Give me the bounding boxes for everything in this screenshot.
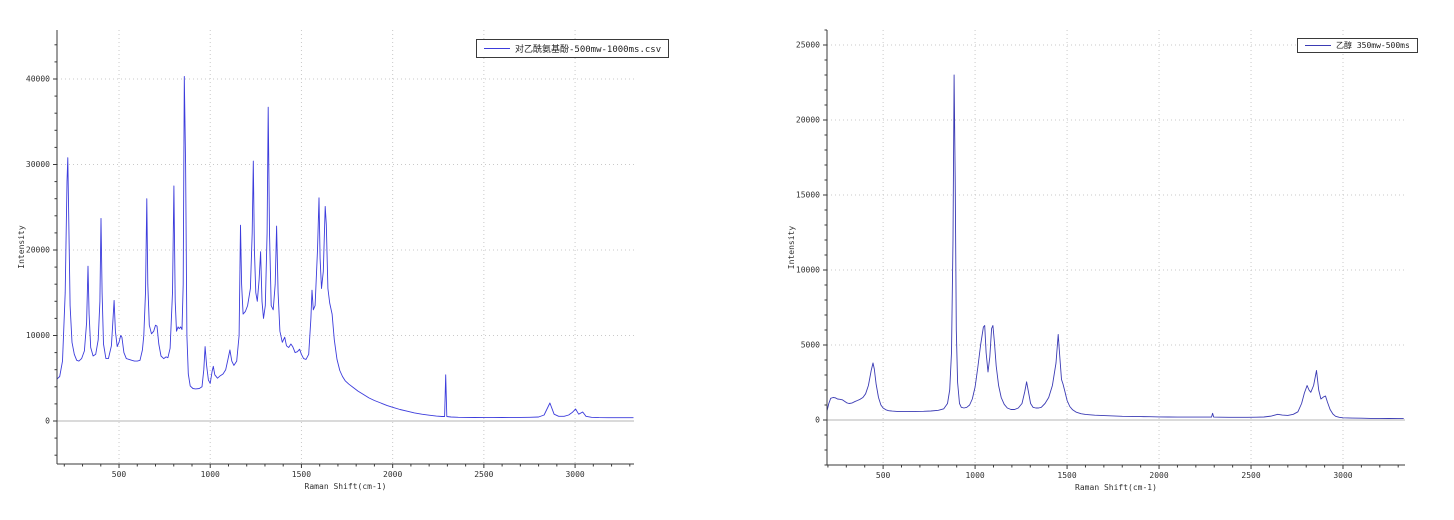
legend-label: 对乙酰氨基酚-500mw-1000ms.csv [515, 45, 662, 55]
x-tick-label: 2000 [1149, 471, 1168, 480]
y-tick-label: 0 [45, 416, 50, 425]
left-raman-chart: 500 1000 1500 2000 2500 3000 0 10000 20000 30000 4… [17, 30, 634, 491]
y-tick-label: 15000 [796, 191, 820, 200]
x-tick-label: 2500 [1241, 471, 1260, 480]
y-tick-label: 20000 [26, 245, 50, 254]
y-tick-label: 5000 [801, 341, 820, 350]
legend-label: 乙醇 350mw-500ms [1336, 41, 1410, 50]
axes [53, 30, 634, 468]
x-tick-label: 2000 [383, 470, 402, 479]
x-axis-title: Raman Shift(cm-1) [1075, 483, 1157, 492]
x-tick-label: 1500 [1057, 471, 1076, 480]
y-axis-title: Intensity [17, 225, 26, 269]
right-plot-canvas: 500 1000 1500 2000 2500 3000 0 5000 10000 15000 20… [787, 29, 1405, 493]
y-tick-label: 10000 [796, 266, 820, 275]
left-spectrum-line [56, 75, 634, 419]
x-tick-label: 500 [112, 470, 127, 479]
legend-left: 对乙酰氨基酚-500mw-1000ms.csv [476, 39, 670, 58]
y-tick-label: 10000 [26, 331, 50, 340]
y-axis-title: Intensity [787, 226, 796, 270]
x-axis-title: Raman Shift(cm-1) [305, 482, 387, 491]
axes [823, 29, 1405, 469]
tick-labels: 500 1000 1500 2000 2500 300001000020000300004… [17, 74, 585, 491]
tick-labels: 500 1000 1500 2000 2500 3000 0 5000 10000 15000 20… [787, 41, 1353, 493]
legend-right: 乙醇 350mw-500ms [1297, 38, 1418, 53]
x-tick-label: 1500 [292, 470, 311, 479]
y-tick-label: 30000 [26, 160, 50, 169]
y-tick-label: 40000 [26, 74, 50, 83]
left-plot-canvas: 500 1000 1500 2000 2500 300001000020000300004… [17, 30, 634, 491]
y-tick-label: 25000 [796, 41, 820, 50]
y-tick-label: 0 [815, 416, 820, 425]
x-tick-label: 3000 [1333, 471, 1352, 480]
x-tick-label: 3000 [565, 470, 584, 479]
y-tick-label: 20000 [796, 116, 820, 125]
x-tick-label: 1000 [965, 471, 984, 480]
x-tick-label: 500 [876, 471, 891, 480]
gridlines [827, 30, 1405, 465]
right-spectrum-line [826, 74, 1404, 420]
legend-line-sample [1305, 45, 1331, 46]
right-raman-chart: 500 1000 1500 2000 2500 3000 0 5000 10000 15000 20… [727, 0, 1454, 520]
gridlines [57, 30, 634, 464]
legend-line-sample [484, 48, 510, 49]
x-tick-label: 2500 [474, 470, 493, 479]
x-tick-label: 1000 [201, 470, 220, 479]
